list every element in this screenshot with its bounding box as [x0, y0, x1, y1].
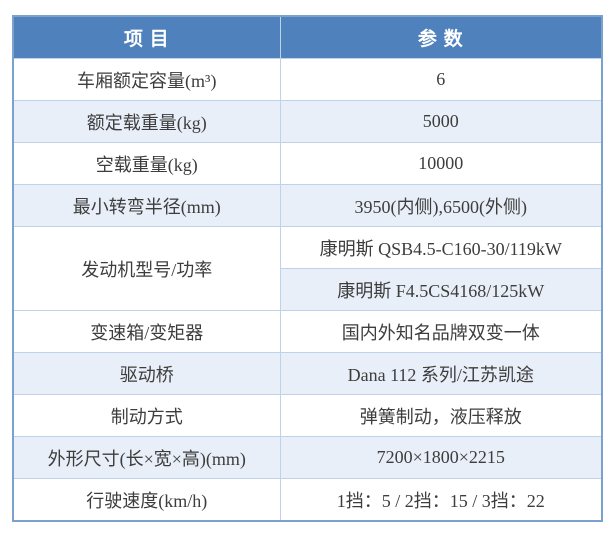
- spec-table-body: 车厢额定容量(m³) 6 额定载重量(kg) 5000 空载重量(kg) 10000 最小转…: [12, 58, 603, 522]
- table-row: 外形尺寸(长×宽×高)(mm) 7200×1800×2215: [12, 436, 603, 479]
- table-row: 车厢额定容量(m³) 6: [12, 58, 603, 101]
- item-cell: 变速箱/变矩器: [12, 310, 281, 353]
- item-cell: 空载重量(kg): [12, 142, 281, 185]
- param-cell: 7200×1800×2215: [279, 436, 603, 479]
- param-cell: 3950(内侧),6500(外侧): [279, 184, 603, 227]
- param-cell: 康明斯 F4.5CS4168/125kW: [279, 268, 603, 311]
- spec-table: 项 目 参 数 车厢额定容量(m³) 6 额定载重量(kg) 5000 空载重量(kg)…: [12, 15, 603, 522]
- table-row: 发动机型号/功率 康明斯 QSB4.5-C160-30/119kW: [12, 226, 603, 311]
- item-cell: 车厢额定容量(m³): [12, 58, 281, 101]
- param-cell: 5000: [279, 100, 603, 143]
- table-row: 最小转弯半径(mm) 3950(内侧),6500(外侧): [12, 184, 603, 227]
- item-cell: 驱动桥: [12, 352, 281, 395]
- header-row: 项 目 参 数: [12, 15, 603, 59]
- table-row: 空载重量(kg) 10000: [12, 142, 603, 185]
- table-row: 驱动桥 Dana 112 系列/江苏凯途: [12, 352, 603, 395]
- item-cell: 行驶速度(km/h): [12, 478, 281, 522]
- item-cell: 外形尺寸(长×宽×高)(mm): [12, 436, 281, 479]
- header-param-column: 参 数: [279, 15, 603, 59]
- item-cell: 制动方式: [12, 394, 281, 437]
- param-cell: Dana 112 系列/江苏凯途: [279, 352, 603, 395]
- item-cell: 发动机型号/功率: [12, 226, 281, 311]
- param-cell: 6: [279, 58, 603, 101]
- param-cell: 10000: [279, 142, 603, 185]
- param-cell: 弹簧制动，液压释放: [279, 394, 603, 437]
- table-row: 康明斯 F4.5CS4168/125kW: [13, 268, 603, 311]
- table-row: 行驶速度(km/h) 1挡：5 / 2挡：15 / 3挡：22: [12, 478, 603, 522]
- table-row: 变速箱/变矩器 国内外知名品牌双变一体: [12, 310, 603, 353]
- header-item-column: 项 目: [12, 15, 281, 59]
- table-row: 额定载重量(kg) 5000: [12, 100, 603, 143]
- param-cell: 1挡：5 / 2挡：15 / 3挡：22: [279, 478, 603, 522]
- param-cell: 国内外知名品牌双变一体: [279, 310, 603, 353]
- item-cell: 额定载重量(kg): [12, 100, 281, 143]
- table-row: 制动方式 弹簧制动，液压释放: [12, 394, 603, 437]
- item-cell: 最小转弯半径(mm): [12, 184, 281, 227]
- param-cell: 康明斯 QSB4.5-C160-30/119kW: [279, 226, 603, 269]
